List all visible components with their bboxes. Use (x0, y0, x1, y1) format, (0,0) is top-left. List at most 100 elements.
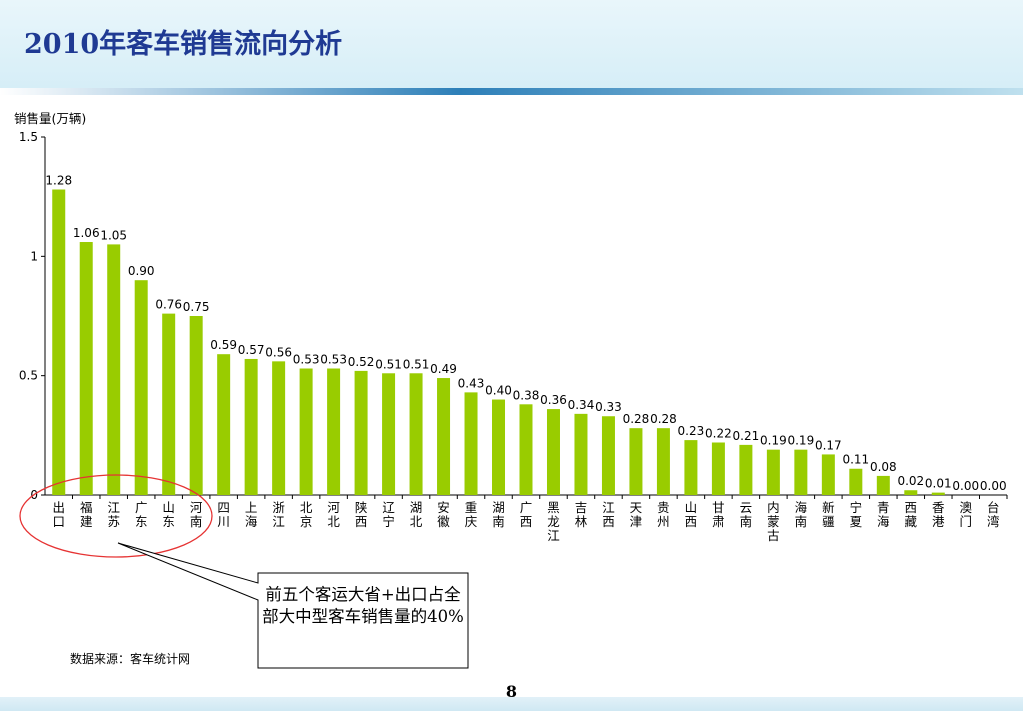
bar (437, 378, 451, 495)
data-label: 0.08 (870, 460, 897, 474)
bar (299, 368, 313, 495)
bar (574, 413, 588, 495)
x-tick-label: 云南 (740, 500, 753, 529)
data-label: 0.59 (210, 338, 237, 352)
x-tick-label: 辽宁 (382, 500, 395, 529)
bar (382, 373, 396, 495)
x-tick-label: 青海 (877, 500, 890, 529)
bar (821, 454, 835, 495)
data-label: 0.49 (430, 362, 457, 376)
data-label: 0.36 (540, 393, 567, 407)
data-label: 0.57 (238, 343, 265, 357)
data-label: 0.22 (705, 426, 732, 440)
data-label: 0.28 (650, 412, 677, 426)
source-note: 数据来源：客车统计网 (70, 652, 191, 666)
data-label: 0.75 (183, 300, 210, 314)
x-tick-label: 贵州 (657, 500, 670, 529)
bar (739, 444, 753, 495)
header-rule (0, 88, 1023, 95)
bar (931, 492, 945, 495)
data-label: 0.43 (458, 376, 485, 390)
bar (794, 449, 808, 495)
header-band (0, 0, 1023, 88)
bar (217, 354, 231, 495)
bar (464, 392, 478, 495)
x-tick-label: 重庆 (465, 500, 478, 529)
x-tick-label: 河南 (190, 500, 203, 529)
bar (546, 409, 560, 495)
data-label: 0.00 (952, 479, 979, 493)
data-label: 0.19 (760, 434, 787, 448)
bar (327, 368, 341, 495)
callout-box (117, 542, 469, 669)
data-label: 0.40 (485, 384, 512, 398)
y-tick-label: 1 (30, 249, 38, 263)
data-label: 0.53 (320, 353, 347, 367)
bar (409, 373, 423, 495)
data-label: 0.02 (897, 474, 924, 488)
data-label: 0.38 (513, 388, 540, 402)
bar (162, 313, 176, 495)
callout-text: 前五个客运大省+出口占全部大中型客车销售量的40% (262, 585, 464, 626)
x-tick-label: 海南 (795, 500, 808, 529)
data-label: 0.28 (623, 412, 650, 426)
bar (876, 475, 890, 495)
data-label: 0.17 (815, 438, 842, 452)
bar (52, 189, 66, 496)
x-tick-label: 江苏 (107, 500, 120, 529)
x-tick-label: 甘肃 (712, 500, 725, 529)
data-label: 1.28 (45, 174, 72, 188)
data-label: 0.19 (787, 434, 814, 448)
bar (904, 490, 918, 495)
x-tick-label: 福建 (80, 500, 93, 529)
x-tick-label: 西藏 (905, 500, 918, 529)
bar (519, 404, 533, 495)
data-label: 0.11 (842, 453, 869, 467)
x-tick-label: 四川 (217, 500, 230, 529)
data-label: 0.34 (568, 398, 595, 412)
y-axis-label: 销售量(万辆) (14, 111, 86, 126)
x-tick-label: 北京 (300, 500, 313, 529)
data-label: 0.33 (595, 400, 622, 414)
x-tick-label: 浙江 (272, 500, 285, 529)
highlight-ellipse (19, 474, 213, 558)
x-tick-label: 吉林 (575, 500, 588, 529)
footer-band (0, 697, 1023, 711)
x-tick-label: 天津 (630, 500, 643, 529)
data-label: 0.01 (925, 477, 952, 491)
x-tick-label: 湖北 (410, 500, 423, 529)
bar (492, 399, 506, 495)
x-tick-label: 内蒙古 (767, 500, 780, 543)
data-label: 0.51 (403, 357, 430, 371)
data-label: 0.23 (678, 424, 705, 438)
data-label: 0.00 (980, 479, 1007, 493)
bar (79, 242, 93, 495)
bar (134, 280, 148, 495)
x-tick-label: 上海 (245, 500, 258, 529)
data-label: 0.56 (265, 345, 292, 359)
x-tick-label: 广西 (520, 500, 533, 529)
bar (629, 428, 643, 495)
data-label: 1.06 (73, 226, 100, 240)
bar (189, 316, 203, 495)
bar (107, 244, 121, 495)
bar (656, 428, 670, 495)
x-tick-label: 新疆 (822, 500, 835, 529)
x-tick-label: 山西 (685, 500, 698, 529)
x-tick-label: 澳门 (960, 500, 973, 529)
slide-title: 2010年客车销售流向分析 (24, 29, 343, 60)
x-tick-label: 黑龙江 (547, 500, 560, 543)
bar (244, 358, 258, 495)
y-tick-label: 1.5 (19, 130, 38, 144)
bar (849, 468, 863, 495)
x-tick-label: 河北 (327, 500, 340, 529)
data-label: 0.76 (155, 298, 182, 312)
x-tick-label: 安徽 (437, 500, 450, 529)
bar (711, 442, 725, 495)
data-label: 0.90 (128, 264, 155, 278)
bar (354, 370, 368, 495)
bar (766, 449, 780, 495)
x-tick-label: 宁夏 (850, 500, 863, 529)
bar (684, 440, 698, 495)
